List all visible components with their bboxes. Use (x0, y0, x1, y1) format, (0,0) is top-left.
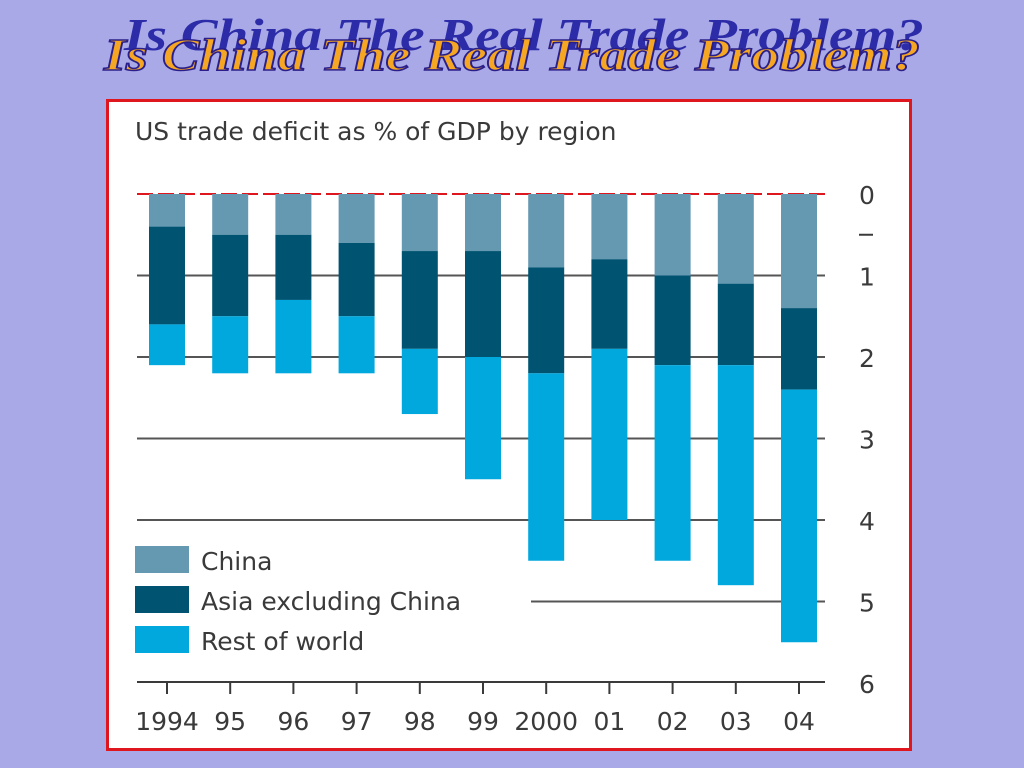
slide-title-shadow: Is China The Real Trade Problem? (123, 9, 924, 60)
bar-segment (591, 194, 628, 260)
bar-segment (717, 194, 754, 284)
x-tick-label: 1994 (135, 707, 199, 736)
bar-segment (212, 194, 249, 235)
bar-segment (528, 373, 565, 561)
bar-segment (465, 251, 501, 357)
bar-segment (338, 194, 375, 243)
x-tick-label: 97 (341, 707, 373, 736)
slide-title-text: Is China The Real Trade Problem? (103, 29, 920, 80)
bar-segment (591, 348, 628, 520)
x-tick-label: 98 (404, 707, 436, 736)
chart-title: US trade deficit as % of GDP by region (135, 117, 617, 146)
y-tick-label: 2 (859, 344, 875, 373)
bar-segment (338, 316, 375, 374)
bar-segment (149, 324, 185, 366)
legend-swatch (135, 546, 189, 573)
y-tick-label: 4 (859, 507, 875, 536)
bar-segment (781, 308, 817, 390)
legend-swatch (135, 586, 189, 613)
bar-segment (781, 194, 817, 309)
x-tick-label: 02 (657, 707, 689, 736)
bar-segment (275, 234, 312, 300)
bar-segment (465, 194, 501, 252)
bar-segment (212, 316, 249, 374)
bar-segment (212, 234, 249, 317)
x-tick-label: 01 (593, 707, 625, 736)
y-tick-label: 5 (859, 589, 875, 618)
bar-segment (275, 194, 312, 235)
y-tick-label: 3 (859, 426, 875, 455)
bar-segment (401, 251, 438, 349)
y-tick-label: 0 (859, 181, 875, 210)
legend-swatch (135, 626, 189, 653)
legend-label: Asia excluding China (201, 587, 461, 616)
bar-segment (781, 389, 817, 643)
bar-segment (149, 226, 185, 325)
x-tick-label: 96 (277, 707, 309, 736)
bar-segment (654, 365, 691, 561)
bar-segment (528, 267, 565, 374)
bar-segment (149, 194, 185, 227)
x-tick-label: 99 (467, 707, 499, 736)
slide-title: Is China The Real Trade Problem? Is Chin… (0, 6, 1024, 86)
x-tick-label: 04 (783, 707, 815, 736)
bar-segment (401, 348, 438, 415)
stacked-bar-chart: US trade deficit as % of GDP by region C… (135, 117, 875, 736)
legend-label: China (201, 547, 272, 576)
y-tick-label: 6 (859, 670, 875, 699)
bar-segment (528, 194, 565, 268)
x-tick-label: 2000 (514, 707, 578, 736)
y-tick-label: 1 (859, 263, 875, 292)
x-tick-label: 95 (214, 707, 246, 736)
x-tick-label: 03 (720, 707, 752, 736)
bar-segment (654, 275, 691, 366)
bar-segment (338, 242, 375, 317)
bar-segment (275, 299, 312, 374)
bar-segment (717, 283, 754, 366)
bar-segment (654, 194, 691, 276)
bar-segment (465, 357, 501, 480)
bar-segment (401, 194, 438, 252)
bar-segment (591, 259, 628, 349)
bar-segment (717, 365, 754, 586)
chart-panel: US trade deficit as % of GDP by region C… (106, 99, 912, 751)
legend-label: Rest of world (201, 627, 364, 656)
